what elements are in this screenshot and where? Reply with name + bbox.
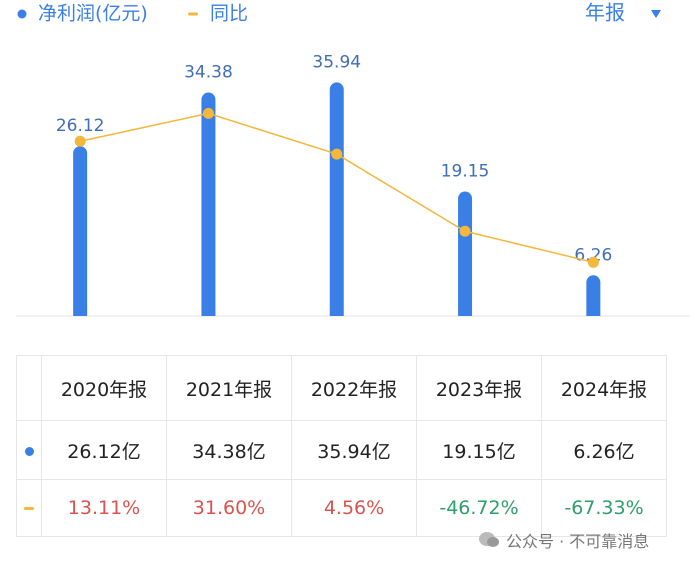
header-cell: 2022年报 bbox=[291, 355, 417, 421]
line-point bbox=[459, 225, 471, 237]
bar-value-label: 34.38 bbox=[184, 63, 233, 83]
watermark-text: 公众号 · 不可靠消息 bbox=[506, 532, 650, 551]
bar bbox=[73, 146, 88, 316]
bar bbox=[329, 82, 344, 316]
cell: 13.11% bbox=[41, 479, 167, 537]
bar bbox=[586, 275, 601, 316]
line-point bbox=[74, 135, 86, 147]
legend-swatch bbox=[188, 12, 198, 16]
cell: 6.26亿 bbox=[541, 420, 667, 480]
watermark-icon bbox=[479, 532, 499, 547]
cell: 35.94亿 bbox=[291, 420, 417, 480]
header-cell: 2024年报 bbox=[541, 355, 667, 421]
bar bbox=[458, 191, 473, 316]
period-selector[interactable]: 年报 bbox=[585, 1, 625, 25]
data-table: 2020年报 2021年报 2022年报 2023年报 2024年报 26.12… bbox=[16, 355, 667, 537]
header-cell: 2020年报 bbox=[41, 355, 167, 421]
bar-value-label: 26.12 bbox=[56, 116, 105, 136]
line-point bbox=[202, 107, 214, 119]
cell: 34.38亿 bbox=[166, 420, 292, 480]
row-key bbox=[16, 420, 42, 480]
bar-value-label: 35.94 bbox=[312, 52, 361, 72]
watermark: 公众号 · 不可靠消息 bbox=[478, 528, 649, 552]
cell: 19.15亿 bbox=[416, 420, 542, 480]
legend-label: 同比 bbox=[210, 3, 248, 25]
cell: 4.56% bbox=[291, 479, 417, 537]
cell bbox=[16, 355, 42, 421]
row-swatch bbox=[24, 507, 34, 510]
header-cell: 2023年报 bbox=[416, 355, 542, 421]
cell: 26.12亿 bbox=[41, 420, 167, 480]
legend-swatch bbox=[17, 9, 27, 19]
line-point bbox=[331, 148, 343, 160]
bar-value-label: 19.15 bbox=[441, 162, 490, 182]
cell: 31.60% bbox=[166, 479, 292, 537]
cell: -46.72% bbox=[416, 479, 542, 537]
header-cell: 2021年报 bbox=[166, 355, 292, 421]
row-swatch bbox=[24, 447, 34, 456]
legend-label: 净利润(亿元) bbox=[38, 3, 148, 25]
dropdown-arrow[interactable] bbox=[651, 10, 661, 18]
line-point bbox=[587, 256, 599, 268]
cell: -67.33% bbox=[541, 479, 667, 537]
bar bbox=[201, 92, 216, 316]
row-key bbox=[16, 479, 42, 537]
